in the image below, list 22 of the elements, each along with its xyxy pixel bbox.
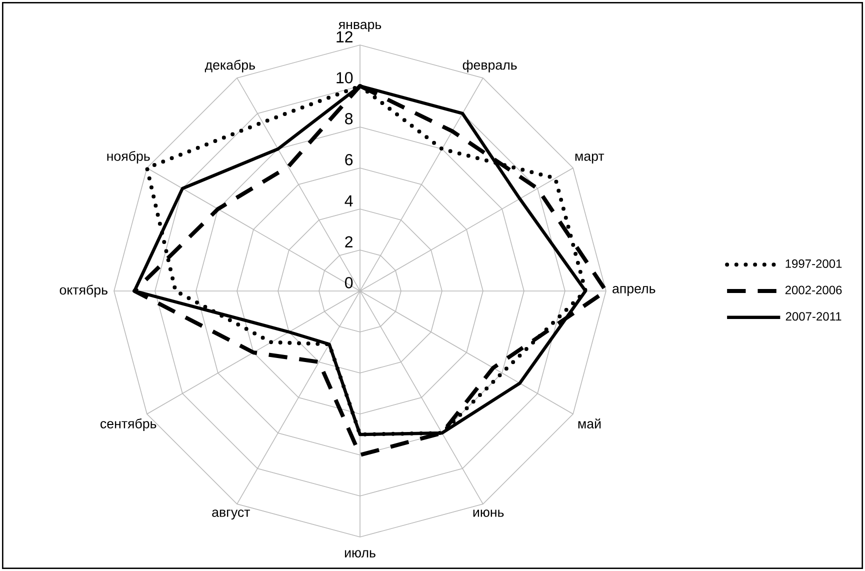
y-tick-label: 10 bbox=[336, 72, 353, 84]
spoke-label: октябрь bbox=[60, 284, 108, 298]
spoke-label: август bbox=[212, 510, 250, 520]
y-tick-label: 2 bbox=[345, 236, 352, 248]
spoke-label: апрель bbox=[612, 286, 656, 296]
spoke-label: июль bbox=[344, 550, 376, 558]
y-tick-label: 12 bbox=[336, 31, 352, 42]
y-tick-label: 0 bbox=[345, 277, 353, 288]
y-tick-label: 6 bbox=[345, 154, 353, 166]
legend-label: 2002-2006 bbox=[785, 286, 842, 294]
spoke-label: март bbox=[575, 154, 604, 164]
y-tick-label: 4 bbox=[344, 195, 353, 206]
spoke-label: май bbox=[578, 418, 601, 428]
spoke-label: июнь bbox=[473, 510, 504, 517]
spoke-label: ноябрь bbox=[107, 150, 150, 164]
spoke-label: сентябрь bbox=[100, 418, 156, 431]
spoke-label: январь bbox=[338, 22, 382, 32]
spoke-label: февраль bbox=[462, 60, 517, 72]
legend-label: 1997-2001 bbox=[786, 259, 842, 268]
y-tick-label: 8 bbox=[345, 113, 353, 124]
spoke-label: декабрь bbox=[204, 60, 255, 72]
legend-label: 2007-2011 bbox=[786, 312, 842, 321]
